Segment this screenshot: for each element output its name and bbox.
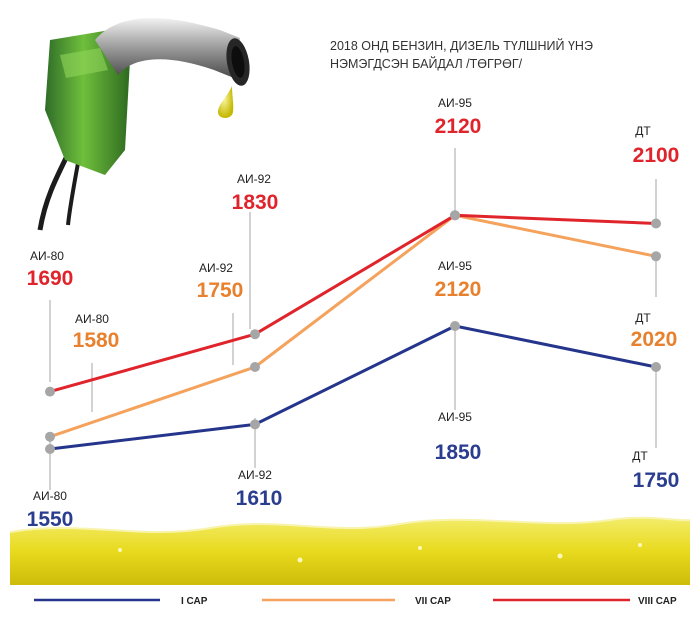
series-line-i <box>49 324 657 451</box>
value-label-i-3: 1750 <box>633 469 680 492</box>
value-label-viii-3: 2100 <box>633 144 680 167</box>
value-label-vii-3: 2020 <box>631 328 678 351</box>
category-label-i-1: АИ-92 <box>238 468 272 482</box>
data-point-viii-0 <box>45 386 55 397</box>
chart-title-line1: 2018 ОНД БЕНЗИН, ДИЗЕЛЬ ТҮЛШНИЙ ҮНЭ <box>330 38 593 53</box>
data-point-viii-1 <box>250 329 260 340</box>
legend: I САР VII САР VIII САР <box>34 596 677 607</box>
value-label-viii-0: 1690 <box>27 267 74 290</box>
category-label-viii-3: ДТ <box>635 124 651 138</box>
value-label-vii-2: 2120 <box>435 278 482 301</box>
category-label-i-3: ДТ <box>632 449 648 463</box>
data-point-viii-2 <box>450 210 460 221</box>
data-point-vii-1 <box>250 362 260 372</box>
series-line-vii <box>49 213 657 439</box>
category-label-viii-2: АИ-95 <box>438 96 472 110</box>
category-label-i-0: АИ-80 <box>33 489 67 503</box>
data-point-i-1 <box>250 419 260 430</box>
category-label-vii-1: АИ-92 <box>199 261 233 275</box>
fuel-nozzle-illustration <box>37 18 250 231</box>
value-label-vii-1: 1750 <box>197 279 244 302</box>
data-point-i-3 <box>651 362 661 372</box>
category-label-vii-2: АИ-95 <box>438 259 472 273</box>
category-label-vii-3: ДТ <box>635 311 651 325</box>
value-label-viii-1: 1830 <box>232 191 279 214</box>
data-point-vii-3 <box>651 251 661 262</box>
fuel-surface-illustration <box>9 516 691 585</box>
data-point-i-2 <box>450 321 460 331</box>
plot-area: АИ-80 1550 АИ-92 1610 АИ-95 1850 ДТ 1750 АИ-80 15… <box>27 96 680 531</box>
value-label-i-2: 1850 <box>435 441 482 464</box>
value-label-viii-2: 2120 <box>435 115 482 138</box>
data-point-i-0 <box>45 444 55 454</box>
series-line-viii <box>49 213 657 394</box>
chart-title-line2: НЭМЭГДСЭН БАЙДАЛ /ТӨГРӨГ/ <box>330 56 523 71</box>
category-label-vii-0: АИ-80 <box>75 312 109 326</box>
legend-label-vii: VII САР <box>415 596 451 607</box>
value-label-vii-0: 1580 <box>73 329 120 352</box>
value-label-i-0: 1550 <box>27 508 74 531</box>
data-point-vii-0 <box>45 431 55 442</box>
data-point-viii-3 <box>651 218 661 229</box>
value-label-i-1: 1610 <box>236 487 283 510</box>
category-label-viii-0: АИ-80 <box>30 249 64 263</box>
legend-label-viii: VIII САР <box>638 596 677 607</box>
category-label-i-2: АИ-95 <box>438 410 472 424</box>
legend-label-i: I САР <box>181 596 208 607</box>
category-label-viii-1: АИ-92 <box>237 172 271 186</box>
